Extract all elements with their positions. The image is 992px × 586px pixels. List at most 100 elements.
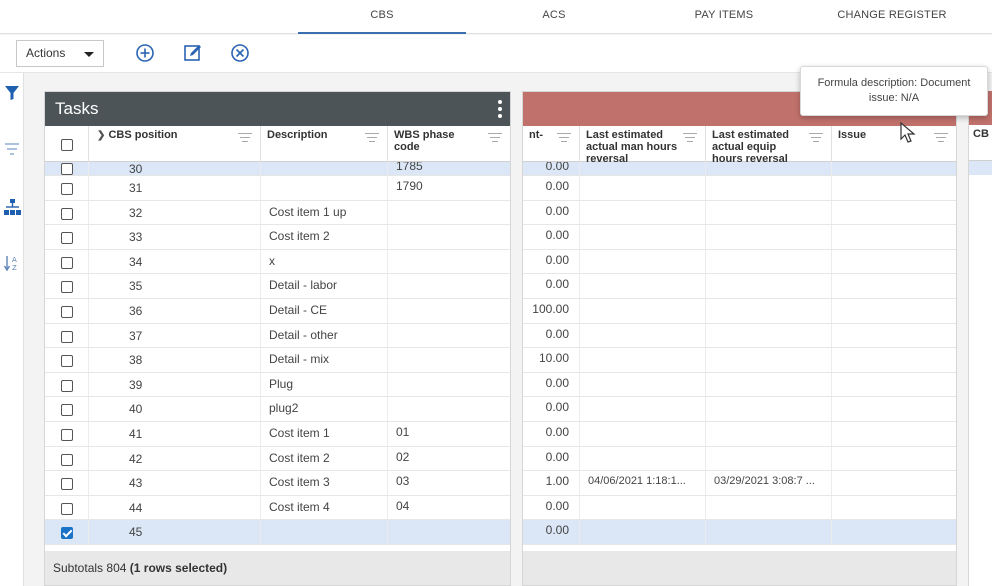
row-select-cell	[45, 348, 89, 372]
actions-dropdown[interactable]: Actions	[16, 40, 104, 67]
column-filter-icon[interactable]	[488, 133, 502, 145]
table-row[interactable]: 40 plug2	[45, 397, 510, 422]
col-amount[interactable]: nt-	[523, 126, 580, 162]
row-checkbox[interactable]	[61, 281, 73, 294]
row-checkbox[interactable]	[61, 502, 73, 515]
table-row[interactable]: 0.00	[523, 520, 956, 545]
col-last-est-man-hours[interactable]: Last estimated actual man hours reversal	[580, 126, 706, 165]
tab-change-register[interactable]: CHANGE REGISTER	[837, 9, 947, 21]
table-row[interactable]: 0.00	[523, 249, 956, 275]
col-wbs-phase-code[interactable]: WBS phase code	[388, 126, 510, 162]
table-row[interactable]: 0.00	[523, 422, 956, 447]
issue-cell	[832, 274, 956, 298]
table-row[interactable]: 0.00	[523, 162, 956, 176]
cancel-circle-icon[interactable]	[230, 43, 250, 63]
table-row[interactable]: 0.00	[523, 176, 956, 201]
table-row[interactable]: 33 Cost item 2	[45, 225, 510, 250]
row-checkbox[interactable]	[61, 453, 73, 466]
row-select-cell	[45, 446, 89, 471]
table-row[interactable]: 35 Detail - labor	[45, 274, 510, 299]
table-row[interactable]: 1.00 04/06/2021 1:18:1... 03/29/2021 3:08:…	[523, 471, 956, 496]
column-filter-icon[interactable]	[238, 133, 252, 145]
tab-acs[interactable]: ACS	[542, 9, 566, 21]
tasks-header: Tasks	[45, 92, 510, 126]
table-row[interactable]: 0.00	[523, 225, 956, 250]
man-hours-cell: 04/06/2021 1:18:1...	[580, 471, 706, 495]
description-cell	[261, 176, 388, 200]
table-row[interactable]: 34 x	[45, 249, 510, 275]
table-row[interactable]: 38 Detail - mix	[45, 348, 510, 373]
table-row[interactable]: 30 1785	[45, 162, 510, 176]
table-row[interactable]: 39 Plug	[45, 372, 510, 398]
column-filter-icon[interactable]	[809, 133, 823, 145]
row-select-cell	[45, 372, 89, 397]
table-row[interactable]: 42 Cost item 2 02	[45, 446, 510, 472]
man-hours-cell	[580, 397, 706, 421]
column-filter-icon[interactable]	[557, 133, 571, 145]
table-row[interactable]: 41 Cost item 1 01	[45, 422, 510, 447]
table-row[interactable]: 0.00	[523, 495, 956, 521]
table-row[interactable]: 0.00	[523, 274, 956, 299]
table-row[interactable]: 32 Cost item 1 up	[45, 200, 510, 226]
cbs-position-cell: 35	[89, 274, 261, 298]
row-checkbox[interactable]	[61, 379, 73, 392]
wbs-phase-code-cell	[388, 299, 510, 323]
cbs-position-cell: 32	[89, 200, 261, 225]
right-subtotals-bar	[523, 551, 956, 585]
wbs-phase-code-cell	[388, 348, 510, 372]
wbs-phase-code-cell	[388, 373, 510, 397]
table-row[interactable]: 43 Cost item 3 03	[45, 471, 510, 496]
tab-cbs[interactable]: CBS	[298, 0, 466, 34]
equip-hours-cell	[706, 397, 832, 421]
table-row[interactable]: 10.00	[523, 348, 956, 373]
table-row[interactable]: 31 1790	[45, 176, 510, 201]
col-last-est-equip-hours[interactable]: Last estimated actual equip hours revers…	[706, 126, 832, 165]
table-row[interactable]: 100.00	[523, 299, 956, 324]
cbs-position-cell: 31	[89, 176, 261, 200]
row-checkbox[interactable]	[61, 355, 73, 368]
row-checkbox[interactable]	[61, 478, 73, 491]
column-filter-icon[interactable]	[934, 133, 948, 145]
man-hours-cell	[580, 225, 706, 249]
amount-cell: 0.00	[523, 162, 580, 175]
row-checkbox[interactable]	[61, 183, 73, 195]
table-row[interactable]: 44 Cost item 4 04	[45, 495, 510, 521]
cbs-position-cell: 38	[89, 348, 261, 372]
filter-icon[interactable]	[2, 83, 22, 103]
col-issue[interactable]: Issue	[832, 126, 956, 162]
table-row[interactable]: 45	[45, 520, 510, 545]
select-all-checkbox[interactable]	[61, 139, 73, 151]
amount-cell: 0.00	[523, 274, 580, 298]
col-cbs-position[interactable]: ❯︎ CBS position	[89, 126, 261, 162]
add-circle-icon[interactable]	[135, 43, 155, 63]
row-checkbox[interactable]	[61, 207, 73, 220]
row-checkbox[interactable]	[61, 232, 73, 245]
amount-cell: 0.00	[523, 520, 580, 544]
kebab-menu-icon[interactable]	[498, 100, 502, 118]
table-row[interactable]: 37 Detail - other	[45, 323, 510, 349]
row-checkbox[interactable]	[61, 330, 73, 343]
table-row[interactable]: 0.00	[523, 372, 956, 398]
equip-hours-cell	[706, 422, 832, 446]
col-description[interactable]: Description	[261, 126, 388, 162]
table-row[interactable]: 0.00	[523, 397, 956, 422]
column-filter-icon[interactable]	[365, 133, 379, 145]
col-cb[interactable]: CB	[969, 125, 992, 161]
collapse-chevron-icon[interactable]: ❯︎	[97, 130, 106, 141]
edit-icon[interactable]	[183, 43, 203, 63]
tab-pay-items[interactable]: PAY ITEMS	[694, 9, 754, 21]
hierarchy-icon[interactable]	[2, 197, 22, 217]
table-row[interactable]: 0.00	[523, 446, 956, 472]
table-row[interactable]: 36 Detail - CE	[45, 299, 510, 324]
row-checkbox[interactable]	[61, 429, 73, 441]
column-filter-icon[interactable]	[683, 133, 697, 145]
sort-az-icon[interactable]: A Z	[2, 253, 22, 273]
table-row[interactable]: 0.00	[523, 323, 956, 349]
row-checkbox[interactable]	[61, 256, 73, 269]
row-checkbox[interactable]	[61, 404, 73, 417]
row-checkbox[interactable]	[61, 306, 73, 318]
table-row[interactable]: 0.00	[523, 200, 956, 226]
row-checkbox[interactable]	[61, 163, 73, 175]
row-checkbox[interactable]	[61, 527, 73, 540]
filter-lines-icon[interactable]	[2, 139, 22, 159]
